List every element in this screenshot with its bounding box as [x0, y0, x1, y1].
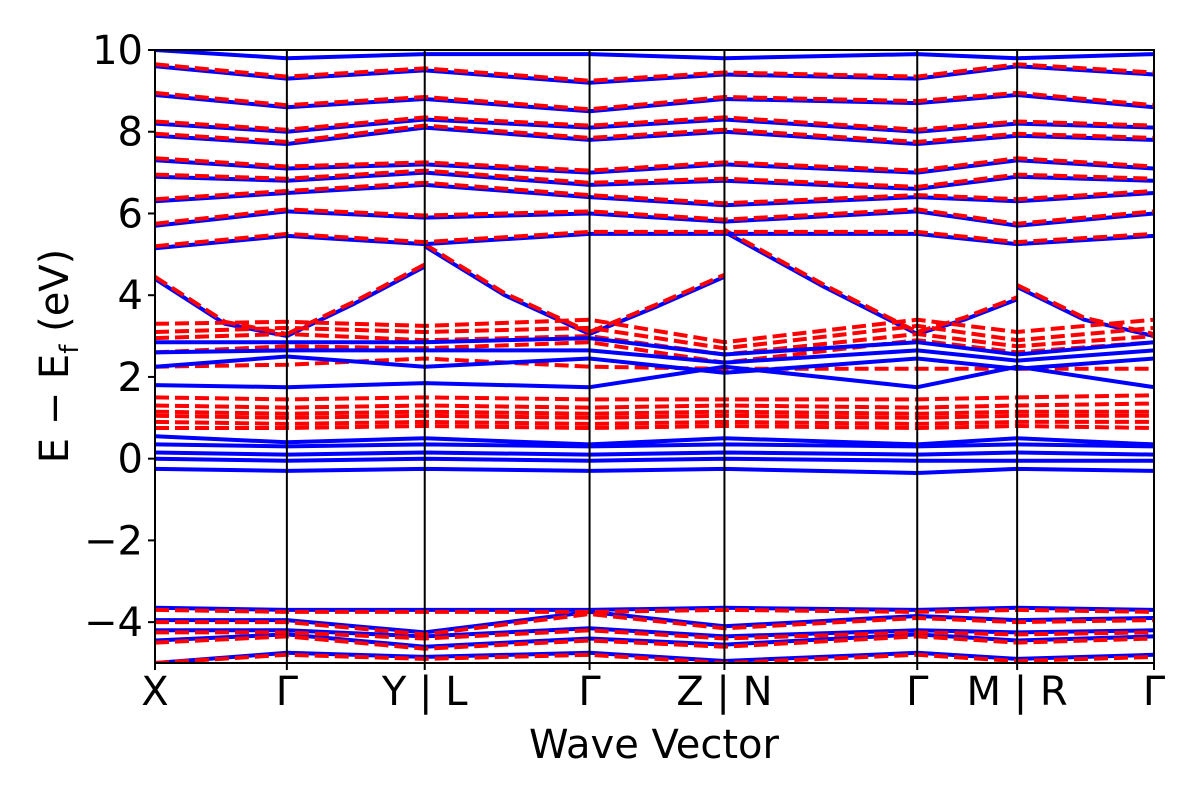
band-line-blue-38 — [155, 336, 1154, 357]
x-tick-label-5: Γ — [906, 669, 929, 715]
band-line-red-11 — [723, 228, 919, 334]
x-axis-title: Wave Vector — [529, 722, 780, 768]
band-line-blue-23 — [155, 50, 1154, 61]
y-tick-label-7: 10 — [92, 28, 143, 74]
band-line-red-9 — [423, 242, 591, 334]
y-tick-label-2: 0 — [118, 437, 143, 483]
y-tick-label-5: 6 — [118, 191, 143, 237]
band-line-red-42 — [155, 393, 1154, 402]
band-line-red-29 — [155, 123, 1154, 144]
band-line-red-44 — [155, 409, 1154, 416]
y-axis-title-subscript: f — [55, 344, 85, 354]
y-axis-title-main: E − E — [32, 354, 78, 464]
y-tick-label-4: 4 — [118, 273, 143, 319]
band-line-red-12 — [916, 295, 1018, 334]
band-line-blue-48 — [155, 434, 1154, 447]
y-tick-label-6: 8 — [118, 110, 143, 156]
y-tick-label-3: 2 — [118, 355, 143, 401]
x-tick-label-1: Γ — [276, 669, 299, 715]
band-line-red-34 — [155, 323, 1154, 351]
band-line-blue-49 — [155, 442, 1154, 449]
band-line-blue-51 — [155, 456, 1154, 463]
band-line-blue-41 — [155, 364, 1154, 390]
band-line-red-30 — [155, 115, 1154, 132]
x-tick-label-3: Γ — [578, 669, 601, 715]
band-line-red-46 — [155, 419, 1154, 426]
band-line-blue-53 — [155, 605, 1154, 612]
band-line-red-7 — [155, 275, 288, 336]
x-axis-ticks: X Γ Y | L Γ Z | N Γ M | R Γ — [141, 663, 1166, 715]
band-line-red-60 — [155, 628, 1154, 641]
y-axis-title-unit: (eV) — [32, 249, 78, 345]
band-line-red-59 — [155, 612, 1154, 637]
band-line-red-36 — [155, 338, 1154, 365]
y-tick-label-1: −2 — [84, 518, 143, 564]
y-axis-title: E − Ef (eV) — [32, 249, 85, 464]
x-tick-label-4: Z | N — [676, 669, 772, 715]
x-tick-label-2: Y | L — [381, 669, 468, 715]
band-line-red-43 — [155, 401, 1154, 410]
band-line-red-27 — [155, 168, 1154, 189]
band-line-blue-55 — [155, 626, 1154, 639]
x-tick-label-6: M | R — [967, 669, 1068, 715]
band-line-red-28 — [155, 156, 1154, 173]
band-line-blue-17 — [155, 170, 1154, 191]
x-tick-label-0: X — [141, 669, 168, 715]
band-line-red-26 — [155, 180, 1154, 206]
band-lines — [155, 50, 1154, 663]
band-line-blue-40 — [155, 354, 1154, 375]
band-line-blue-20 — [155, 117, 1154, 134]
band-line-red-31 — [155, 90, 1154, 112]
band-line-red-45 — [155, 413, 1154, 420]
band-line-red-47 — [155, 424, 1154, 430]
band-line-red-13 — [1016, 283, 1154, 336]
band-line-red-24 — [155, 229, 1154, 249]
band-line-red-8 — [286, 262, 426, 336]
band-line-blue-50 — [155, 450, 1154, 457]
band-line-red-62 — [155, 652, 1154, 663]
band-line-red-25 — [155, 207, 1154, 226]
band-line-blue-56 — [155, 632, 1154, 649]
plot-frame — [154, 49, 1155, 664]
y-tick-label-0: −4 — [84, 600, 143, 646]
band-line-red-33 — [155, 317, 1154, 345]
band-line-red-61 — [155, 634, 1154, 651]
band-line-red-10 — [588, 272, 726, 334]
band-line-red-32 — [155, 62, 1154, 83]
high-symmetry-lines — [285, 50, 1019, 663]
y-axis-ticks: −4 −2 0 2 4 6 8 10 — [84, 28, 155, 646]
band-line-blue-52 — [155, 466, 1154, 475]
x-tick-label-7: Γ — [1143, 669, 1166, 715]
band-line-red-58 — [155, 607, 1154, 614]
band-line-blue-39 — [155, 348, 1154, 365]
